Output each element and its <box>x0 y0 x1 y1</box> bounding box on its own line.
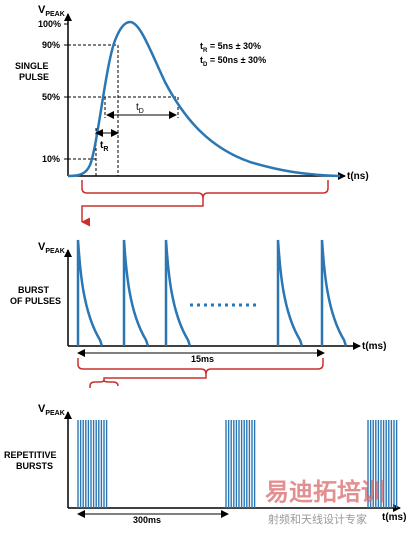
single-pulse-waveform <box>67 20 341 178</box>
repetitive-bursts <box>77 420 398 508</box>
tick-90: 90% <box>42 40 60 50</box>
tick-50: 50% <box>42 92 60 102</box>
x-axis-label-ns: t(ns) <box>347 171 369 182</box>
burst-panel: VPEAK BURST OF PULSES 15ms t(ms) <box>10 239 386 388</box>
zoom-connector-2 <box>103 374 207 382</box>
burst-pulse <box>320 239 348 347</box>
watermark: 易迪拓培训 射频和天线设计专家 <box>265 478 385 526</box>
vpeak-label-3: VPEAK <box>38 403 65 417</box>
burst-label-line1: BURST <box>18 285 50 295</box>
burst-pulse <box>276 239 304 347</box>
spec-tr: tR = 5ns ± 30% <box>200 41 261 54</box>
td-label: tD <box>136 102 144 115</box>
burst-label-line2: OF PULSES <box>10 296 61 306</box>
single-pulse-label-line2: PULSE <box>19 72 49 82</box>
repetitive-label-line1: REPETITIVE <box>4 450 57 460</box>
burst-pulse <box>164 239 192 347</box>
vpeak-label: VPEAK <box>38 4 65 18</box>
repetitive-label-line2: BURSTS <box>16 461 53 471</box>
burst-pulses <box>76 239 348 347</box>
burst-pulse <box>122 239 150 347</box>
watermark-main: 易迪拓培训 <box>265 478 385 506</box>
watermark-sub: 射频和天线设计专家 <box>268 512 367 526</box>
x-axis-label-ms-3: t(ms) <box>382 512 406 523</box>
vpeak-label-2: VPEAK <box>38 241 65 255</box>
single-pulse-panel: VPEAK 100% 90% 50% 10% tD tR SINGLE PULS <box>15 4 369 227</box>
spec-td: tD = 50ns ± 30% <box>200 55 266 68</box>
tick-100: 100% <box>38 19 61 29</box>
zoom-small-bracket <box>89 379 119 387</box>
x-axis-label-ms-2: t(ms) <box>362 341 386 352</box>
zoom-arrow-1 <box>81 198 204 227</box>
repetitive-span-label: 300ms <box>133 515 161 525</box>
burst-span-label: 15ms <box>191 354 214 364</box>
burst-cluster <box>367 420 398 508</box>
burst-cluster <box>77 420 108 508</box>
tr-label: tR <box>100 140 108 153</box>
burst-cluster <box>225 420 256 508</box>
single-pulse-label-line1: SINGLE <box>15 61 49 71</box>
tick-10: 10% <box>42 154 60 164</box>
burst-pulse <box>76 239 104 347</box>
zoom-bracket-1 <box>81 180 329 199</box>
repetitive-panel: VPEAK REPETITIVE BURSTS 300ms t(ms) <box>4 403 406 525</box>
